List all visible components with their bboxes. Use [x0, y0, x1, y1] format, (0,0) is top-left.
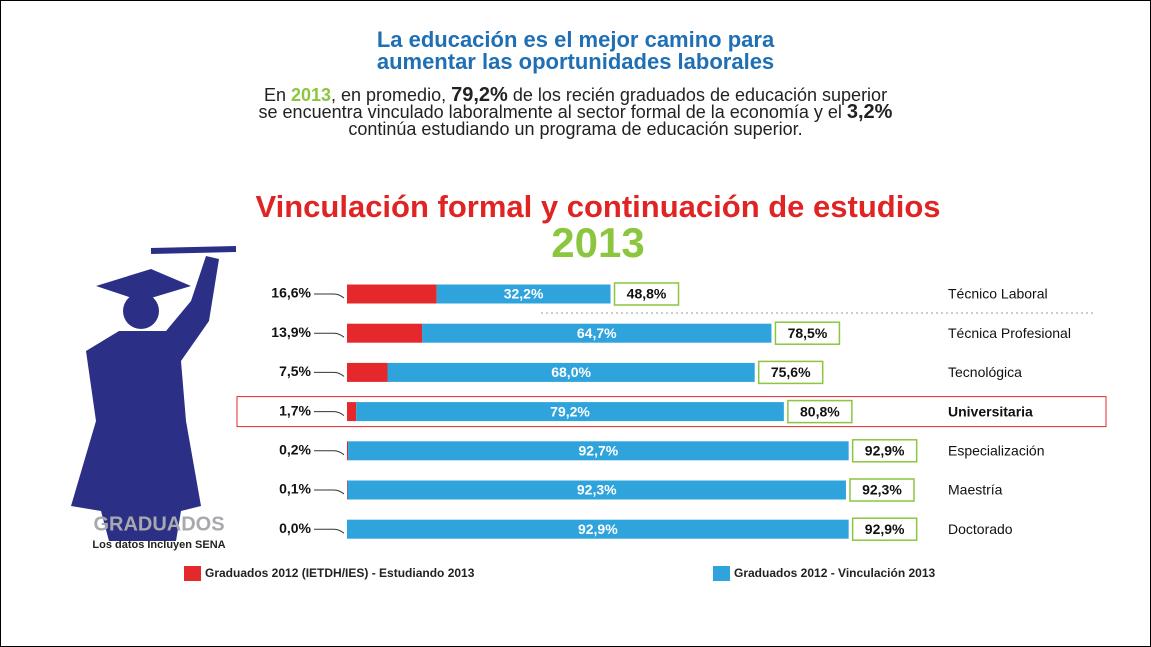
- total-label: 78,5%: [788, 325, 828, 341]
- value-label: 68,0%: [551, 364, 591, 380]
- value-label: 1,7%: [279, 402, 311, 418]
- bar-segment: [347, 402, 356, 421]
- value-label: 92,3%: [577, 482, 617, 498]
- total-label: 75,6%: [771, 364, 811, 380]
- value-label: 7,5%: [279, 363, 311, 379]
- leader-line: [314, 490, 344, 494]
- chart-subtitle: 2013: [551, 219, 644, 266]
- leader-line: [314, 412, 344, 416]
- leader-line: [314, 294, 344, 298]
- figure-label: GRADUADOS: [93, 513, 224, 535]
- value-label: 0,0%: [279, 520, 311, 536]
- value-label: 32,2%: [504, 286, 544, 302]
- category-label: Doctorado: [948, 521, 1013, 537]
- legend-label: Graduados 2012 - Vinculación 2013: [734, 566, 936, 580]
- leader-line: [314, 333, 344, 337]
- category-label: Universitaria: [948, 403, 1033, 419]
- value-label: 92,7%: [579, 443, 619, 459]
- leader-line: [314, 451, 344, 455]
- value-label: 0,1%: [279, 481, 311, 497]
- value-label: 16,6%: [271, 285, 311, 301]
- category-label: Técnico Laboral: [948, 286, 1048, 302]
- diploma: [151, 249, 236, 251]
- category-label: Técnica Profesional: [948, 325, 1071, 341]
- chart: Vinculación formal y continuación de est…: [1, 1, 1150, 646]
- value-label: 92,9%: [578, 521, 618, 537]
- category-label: Tecnológica: [948, 364, 1022, 380]
- total-label: 92,9%: [865, 521, 905, 537]
- total-label: 92,3%: [862, 482, 902, 498]
- figure-note: Los datos Incluyen SENA: [92, 539, 225, 551]
- bar-segment: [347, 481, 348, 500]
- total-label: 80,8%: [800, 403, 840, 419]
- total-label: 92,9%: [865, 443, 905, 459]
- value-label: 0,2%: [279, 442, 311, 458]
- bar-segment: [347, 441, 348, 460]
- value-label: 13,9%: [271, 324, 311, 340]
- leader-line: [314, 529, 344, 533]
- value-label: 64,7%: [577, 325, 617, 341]
- total-label: 48,8%: [627, 286, 667, 302]
- category-label: Especialización: [948, 443, 1045, 459]
- bar-segment: [347, 324, 422, 343]
- infographic: La educación es el mejor camino para aum…: [0, 0, 1151, 647]
- legend-swatch: [184, 566, 201, 581]
- value-label: 79,2%: [550, 403, 590, 419]
- bar-segment: [347, 363, 388, 382]
- leader-line: [314, 372, 344, 376]
- legend-label: Graduados 2012 (IETDH/IES) - Estudiando …: [205, 566, 475, 580]
- category-label: Maestría: [948, 482, 1003, 498]
- bar-segment: [347, 285, 437, 304]
- legend-swatch: [713, 566, 730, 581]
- graduate-figure: [71, 249, 236, 541]
- head: [123, 293, 159, 329]
